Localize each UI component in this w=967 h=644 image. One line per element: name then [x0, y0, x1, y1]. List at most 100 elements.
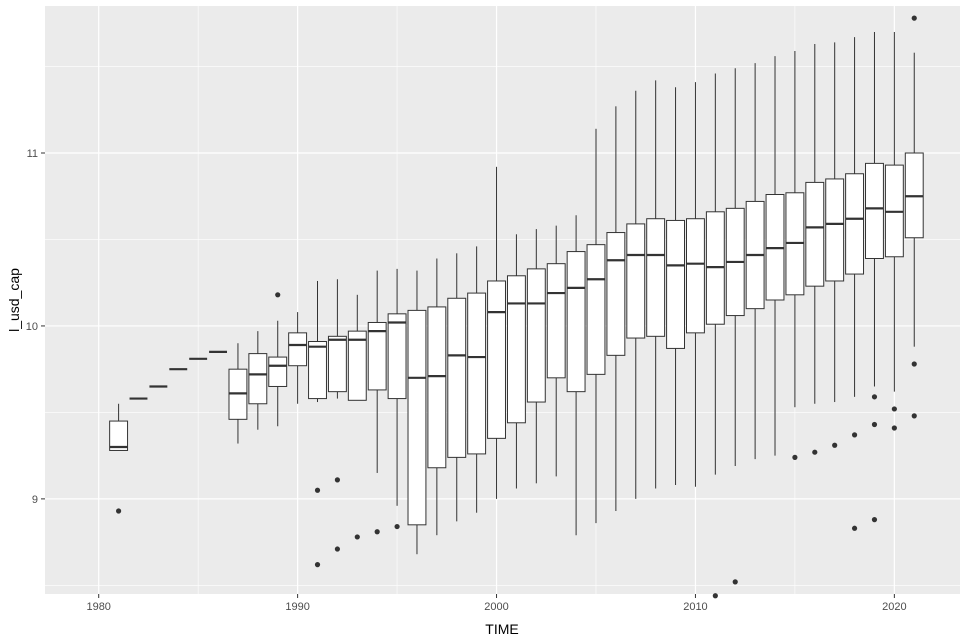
outlier-point [911, 15, 917, 21]
outlier-point [871, 421, 878, 428]
box-1995 [387, 268, 407, 530]
box-2019 [865, 31, 884, 523]
box-2000 [487, 166, 506, 499]
box-1996 [407, 270, 427, 555]
x-axis: 1980 1990 2000 2010 2020 [86, 594, 907, 613]
x-tick-label: 1980 [86, 601, 110, 613]
outlier-point [354, 534, 360, 540]
outlier-point [334, 477, 341, 483]
box-1998 [447, 253, 467, 522]
box-1991 [308, 280, 327, 568]
x-tick-label: 2020 [882, 601, 906, 613]
iqr-box [805, 181, 825, 287]
iqr-box [646, 218, 666, 337]
outlier-point [374, 529, 380, 535]
iqr-box [586, 244, 606, 375]
iqr-box [506, 275, 526, 424]
box-2003 [546, 225, 566, 477]
y-axis: 9 10 11 [26, 148, 45, 506]
outlier-point [891, 425, 897, 431]
x-tick-label: 1990 [285, 601, 309, 613]
box-2013 [745, 63, 765, 460]
iqr-box [526, 268, 546, 403]
box-1988 [248, 331, 268, 430]
outlier-point [334, 546, 341, 552]
outlier-point [394, 523, 400, 530]
box-1993 [347, 294, 367, 540]
iqr-box [288, 332, 308, 367]
outlier-point [792, 454, 798, 460]
box-2012 [725, 68, 745, 585]
iqr-box [407, 309, 427, 526]
box-2009 [666, 87, 686, 486]
iqr-box [546, 263, 566, 379]
outlier-point [871, 517, 878, 523]
box-1987 [228, 343, 248, 444]
box-1989 [268, 292, 288, 427]
iqr-box [845, 173, 865, 275]
outlier-point [275, 292, 281, 298]
iqr-box [268, 356, 288, 387]
box-2021 [904, 15, 924, 419]
box-2004 [566, 215, 586, 536]
outlier-point [712, 593, 718, 599]
outlier-point [832, 442, 838, 448]
x-tick-label: 2010 [683, 601, 707, 613]
outlier-point [314, 562, 321, 568]
outlier-point [115, 508, 122, 514]
box-2008 [646, 80, 666, 489]
iqr-box [666, 219, 686, 349]
iqr-box [606, 232, 626, 356]
box-1999 [467, 246, 487, 513]
iqr-box [109, 420, 129, 451]
box-2018 [845, 37, 865, 531]
x-tick-label: 2000 [484, 601, 508, 613]
iqr-box [327, 335, 347, 393]
iqr-box [467, 292, 487, 455]
outlier-point [851, 432, 858, 438]
outlier-point [732, 579, 738, 585]
box-2002 [526, 229, 546, 484]
box-2006 [606, 106, 626, 511]
outlier-point [871, 394, 878, 400]
box-2007 [626, 90, 646, 499]
y-axis-title: l_usd_cap [6, 268, 22, 332]
iqr-box [347, 330, 367, 401]
box-2005 [586, 128, 606, 524]
box-1997 [427, 258, 447, 536]
box-2010 [685, 82, 705, 487]
iqr-box [308, 341, 327, 400]
outlier-point [891, 406, 897, 412]
iqr-box [387, 313, 407, 400]
box-2017 [825, 42, 845, 448]
outlier-point [851, 525, 858, 531]
outlier-point [314, 487, 321, 493]
box-2016 [805, 44, 825, 455]
iqr-box [487, 280, 506, 439]
outlier-point [911, 413, 917, 419]
box-series [109, 15, 924, 599]
box-2014 [765, 56, 785, 456]
iqr-box [447, 297, 467, 458]
box-1990 [288, 312, 308, 404]
iqr-box [865, 162, 884, 259]
y-tick-label: 11 [27, 148, 38, 160]
x-axis-title: TIME [485, 621, 518, 637]
iqr-box [626, 223, 646, 339]
iqr-box [367, 321, 387, 391]
box-1992 [327, 279, 347, 552]
outlier-point [812, 449, 818, 455]
box-1994 [367, 270, 387, 535]
box-2015 [785, 50, 805, 460]
box-2020 [884, 31, 904, 431]
iqr-box [427, 306, 447, 469]
outlier-point [911, 361, 917, 367]
iqr-box [825, 178, 845, 282]
box-2001 [506, 234, 526, 489]
iqr-box [685, 218, 705, 334]
iqr-box [566, 251, 586, 393]
box-1981 [109, 403, 129, 514]
y-tick-label: 10 [26, 321, 38, 333]
iqr-box [248, 353, 268, 405]
